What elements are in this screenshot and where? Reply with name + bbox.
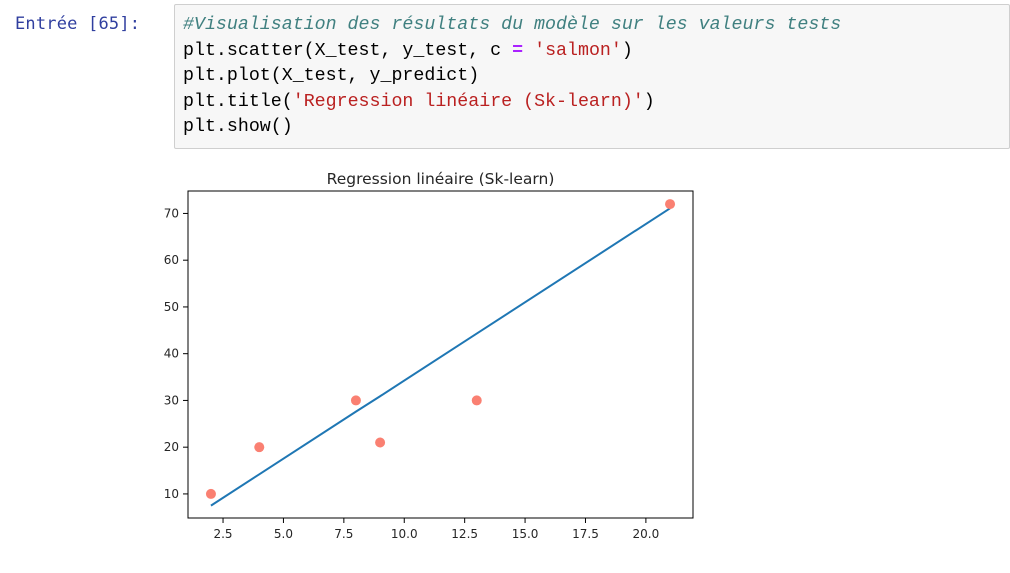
x-tick-label: 15.0: [512, 527, 539, 541]
x-tick-label: 20.0: [633, 527, 660, 541]
chart-title: Regression linéaire (Sk-learn): [327, 170, 555, 188]
code-token: plt.plot(X_test, y_predict): [183, 66, 480, 86]
plot-frame: [187, 190, 694, 519]
code-token: 'salmon': [534, 40, 622, 61]
data-point: [665, 199, 676, 210]
code-line: #Visualisation des résultats du modèle s…: [183, 13, 841, 39]
code-token: plt.scatter(X_test, y_test, c: [183, 40, 513, 61]
code-token: #Visualisation des résultats du modèle s…: [183, 15, 842, 35]
y-tick-label: 20: [164, 440, 179, 454]
code-token: ): [621, 40, 633, 61]
code-token: =: [512, 40, 524, 61]
data-point: [254, 442, 265, 453]
y-tick-label: 60: [164, 253, 179, 267]
y-tick-label: 30: [164, 393, 179, 407]
scatter-chart: Regression linéaire (Sk-learn) 2.5 5.0 7.5 1…: [164, 170, 694, 541]
y-tick-label: 10: [164, 487, 179, 501]
cell-output: Regression linéaire (Sk-learn) 2.5 5.0 7.5 1…: [0, 150, 1010, 573]
x-tick-label: 12.5: [451, 527, 478, 541]
code-line: plt.scatter(X_test, y_test, c = 'salmon'…: [183, 39, 841, 65]
code-line: plt.title('Regression linéaire (Sk-learn…: [183, 90, 841, 116]
x-tick-label: 17.5: [572, 527, 599, 541]
data-point: [350, 395, 361, 406]
data-point: [471, 395, 482, 406]
code-text[interactable]: #Visualisation des résultats du modèle s…: [183, 13, 841, 141]
regression-line: [210, 207, 671, 507]
y-tick-label: 70: [164, 206, 179, 220]
data-point: [375, 437, 386, 448]
x-tick-label: 5.0: [274, 527, 293, 541]
y-tick-label: 50: [164, 300, 179, 314]
notebook-cell: Entrée [65]: #Visualisation des résultat…: [0, 0, 1010, 150]
code-token: plt.title(: [183, 91, 293, 112]
code-token: ): [643, 91, 655, 112]
code-token: 'Regression linéaire (Sk-learn)': [292, 91, 644, 112]
code-editor[interactable]: #Visualisation des résultats du modèle s…: [174, 4, 1010, 149]
code-line: plt.show(): [183, 115, 841, 141]
data-point: [205, 488, 216, 499]
y-tick-label: 40: [164, 347, 179, 361]
x-tick-label: 2.5: [213, 527, 232, 541]
code-line: plt.plot(X_test, y_predict): [183, 64, 841, 90]
code-token: [523, 41, 534, 61]
x-tick-label: 10.0: [391, 527, 418, 541]
x-tick-label: 7.5: [334, 527, 353, 541]
code-token: plt.show(): [183, 117, 293, 137]
cell-prompt: Entrée [65]:: [15, 14, 141, 34]
